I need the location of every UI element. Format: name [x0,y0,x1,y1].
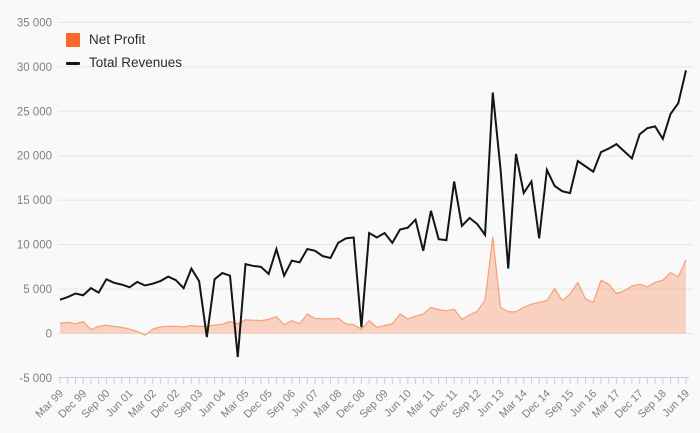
legend-item-total-revenues[interactable]: Total Revenues [66,53,182,73]
y-tick-label: 25 000 [17,106,52,118]
legend: Net Profit Total Revenues [66,30,182,73]
y-tick-label: 30 000 [17,62,52,74]
total-revenues-line[interactable] [59,70,687,358]
net-profit-area[interactable] [60,236,686,336]
y-tick-label: 20 000 [17,151,52,163]
net-profit-swatch-icon [66,33,80,47]
y-axis-labels: -5 000 0 5 000 10 000 15 000 20 000 25 000 30 0… [17,17,52,385]
x-axis-ticks [58,377,689,384]
total-revenues-line-icon [66,61,80,65]
legend-label-net-profit: Net Profit [89,32,146,47]
y-tick-label: -5 000 [19,373,52,385]
y-tick-label: 10 000 [17,240,52,252]
legend-item-net-profit[interactable]: Net Profit [66,30,182,50]
legend-label-total-revenues: Total Revenues [89,55,183,70]
y-tick-label: 0 [46,329,52,341]
y-tick-label: 15 000 [17,195,52,207]
y-tick-label: 35 000 [17,17,52,29]
y-tick-label: 5 000 [23,284,52,296]
gridlines [58,21,693,334]
net-profit-area-edge [59,236,687,336]
